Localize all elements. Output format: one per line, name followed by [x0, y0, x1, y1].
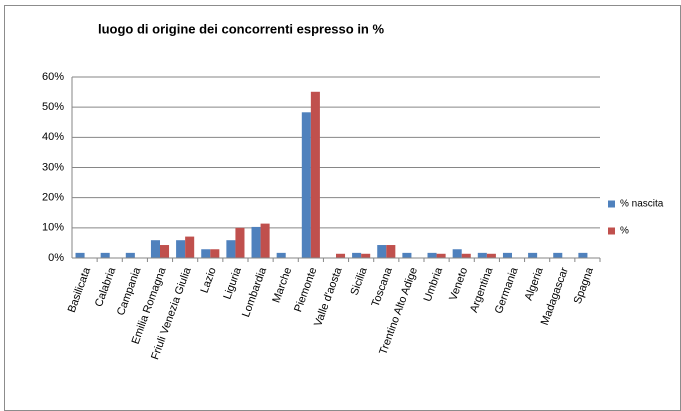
bar: [260, 223, 270, 258]
y-tick-label: 40%: [42, 131, 64, 143]
bar: [310, 91, 320, 258]
bar: [75, 252, 85, 258]
bar: [160, 245, 170, 258]
bar: [336, 253, 346, 258]
legend-swatch: [608, 227, 615, 235]
legend-label: %: [620, 226, 629, 237]
bar: [386, 245, 396, 258]
bar: [436, 253, 446, 258]
bar: [502, 252, 512, 258]
bar: [276, 252, 286, 258]
bar: [578, 252, 588, 258]
y-tick-label: 0%: [48, 252, 64, 264]
bar: [352, 252, 362, 258]
bar: [226, 240, 236, 258]
bar: [477, 252, 487, 258]
y-tick-label: 60%: [42, 71, 64, 83]
bar: [452, 249, 462, 258]
bar: [210, 249, 220, 258]
y-tick-label: 10%: [42, 222, 64, 234]
bar: [125, 252, 135, 258]
chart-title: luogo di origine dei concorrenti espress…: [98, 21, 384, 36]
y-tick-label: 30%: [42, 161, 64, 173]
y-tick-label: 50%: [42, 101, 64, 113]
bar: [251, 226, 261, 258]
bar: [402, 252, 412, 258]
bar: [427, 252, 437, 258]
bar: [377, 245, 387, 258]
bar: [201, 249, 211, 258]
chart-frame: [4, 5, 681, 411]
bar: [301, 112, 311, 258]
bar: [176, 240, 186, 258]
bar: [528, 252, 538, 258]
bar: [185, 236, 195, 258]
y-tick-label: 20%: [42, 192, 64, 204]
legend-label: % nascita: [620, 199, 664, 210]
bar: [461, 253, 471, 258]
bar: [486, 253, 496, 258]
bar: [553, 252, 563, 258]
bar: [361, 253, 371, 258]
bar: [150, 240, 160, 258]
legend-swatch: [608, 200, 615, 208]
bar: [235, 227, 245, 258]
bar: [100, 252, 110, 258]
